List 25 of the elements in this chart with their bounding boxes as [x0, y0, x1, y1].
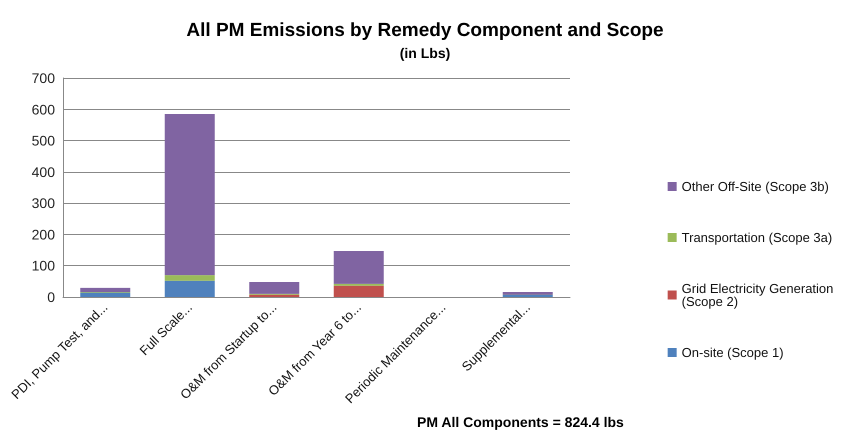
chart-title: All PM Emissions by Remedy Component and Scope	[186, 20, 664, 41]
chart-subtitle: (in Lbs)	[400, 45, 450, 61]
legend-label: Grid Electricity Generation (Scope 2)	[682, 281, 838, 309]
y-tick-label: 300	[32, 195, 56, 212]
bar	[164, 114, 215, 276]
y-tick-label: 200	[32, 226, 56, 242]
y-tick-label: 500	[32, 132, 56, 149]
bar	[164, 275, 215, 281]
bar	[502, 294, 553, 297]
y-tick-label: 100	[32, 258, 56, 274]
bar	[80, 292, 130, 297]
y-tick-label: 0	[47, 289, 56, 305]
legend-label: On-site (Scope 1)	[682, 345, 784, 360]
text: PM All Components = 824.4 lbs	[417, 414, 624, 430]
y-tick-label: 700	[32, 70, 56, 86]
legend-label: Transportation (Scope 3a)	[682, 230, 832, 245]
bar	[249, 282, 300, 294]
bar	[334, 251, 384, 284]
legend-label: Other Off-Site (Scope 3b)	[682, 179, 829, 194]
bar	[502, 292, 553, 294]
bar	[80, 288, 130, 292]
bar	[164, 280, 215, 297]
y-tick-label: 400	[32, 164, 56, 180]
y-tick-label: 600	[32, 101, 56, 118]
bar	[334, 286, 384, 297]
